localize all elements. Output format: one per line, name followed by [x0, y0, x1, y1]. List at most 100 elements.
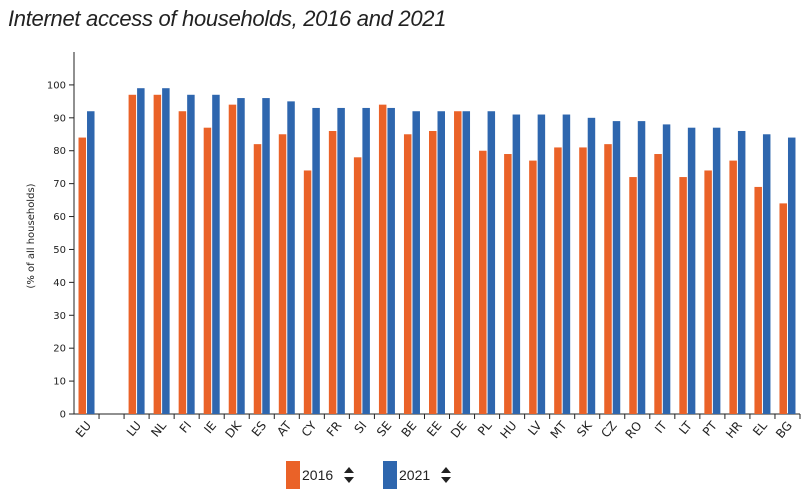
legend-swatch-2021	[383, 461, 397, 489]
y-tick-label: 80	[53, 146, 66, 157]
y-tick-label: 20	[53, 344, 66, 355]
bar-2016-cz	[604, 144, 612, 415]
bar-2016-mt	[554, 147, 562, 414]
bar-2021-cy	[312, 107, 320, 414]
x-tick-label: SI	[352, 419, 370, 437]
bar-2016-lt	[679, 177, 687, 414]
x-tick-label: FR	[324, 419, 345, 440]
bar-2021-ee	[437, 111, 445, 415]
bar-2016-se	[378, 104, 387, 415]
legend-label-2016: 2016	[302, 467, 334, 483]
bar-2021-el	[762, 134, 771, 415]
x-tick-label: RO	[623, 419, 645, 442]
x-tick-label: HU	[497, 419, 519, 442]
x-tick-label: AT	[274, 418, 295, 439]
x-tick-label: SK	[574, 418, 595, 440]
x-tick-label: FI	[177, 419, 194, 436]
bar-2016-si	[353, 157, 362, 415]
bar-2016-lu	[128, 94, 137, 415]
x-tick-label: LV	[525, 418, 545, 438]
x-tick-label: EL	[750, 418, 770, 438]
bar-2016-ie	[203, 127, 212, 414]
bar-2021-eu	[87, 111, 95, 415]
x-tick-label: EU	[73, 419, 94, 441]
x-tick-label: SE	[374, 419, 394, 440]
bar-2021-hu	[512, 114, 521, 414]
x-axis: EU LU NL FI IE DK ES AT CY FR SI SE BE EE DE PL HU LV MT SK…	[73, 413, 801, 442]
legend-swatch-2016	[286, 461, 300, 489]
y-tick-label: 30	[53, 311, 66, 322]
bar-2016-sk	[579, 147, 587, 414]
bar-2016-fi	[178, 111, 187, 415]
bar-2021-sk	[587, 117, 596, 415]
y-tick-label: 0	[60, 410, 66, 421]
bar-2021-de	[462, 111, 471, 415]
x-tick-label: BG	[773, 419, 795, 441]
bars	[78, 88, 796, 415]
x-tick-label: PT	[700, 418, 721, 439]
x-tick-label: NL	[148, 418, 169, 439]
legend: 2016 2021	[0, 459, 802, 491]
x-tick-label: IT	[652, 418, 670, 436]
bar-2016-it	[654, 154, 662, 414]
bar-2021-ro	[637, 121, 646, 414]
bar-2021-ie	[212, 94, 220, 415]
bar-2021-pl	[487, 111, 496, 415]
bar-2021-bg	[787, 137, 796, 414]
sort-icon[interactable]	[343, 466, 355, 484]
x-tick-label: EE	[424, 419, 444, 440]
bar-2021-cz	[612, 121, 621, 414]
x-tick-label: PL	[475, 418, 495, 438]
bar-2021-lt	[687, 127, 696, 414]
x-tick-label: DE	[448, 419, 470, 441]
bar-2016-eu	[78, 137, 87, 414]
bar-2021-pt	[712, 127, 721, 414]
bar-2016-pl	[479, 150, 487, 414]
x-tick-label: LU	[124, 419, 144, 439]
bar-2021-fi	[187, 94, 195, 415]
x-tick-label: MT	[548, 418, 571, 441]
x-tick-label: CY	[299, 418, 320, 439]
x-tick-label: HR	[723, 419, 745, 441]
y-axis-label: (% of all households)	[26, 183, 37, 288]
bar-2021-lu	[137, 88, 145, 414]
bar-2021-lv	[537, 114, 546, 414]
bar-2021-dk	[237, 98, 245, 414]
bar-2016-be	[403, 134, 412, 415]
x-tick-label: IE	[201, 419, 219, 437]
x-tick-label: DK	[223, 418, 245, 441]
bar-2016-at	[278, 134, 287, 415]
bar-2016-ro	[629, 177, 637, 414]
y-tick-label: 10	[53, 377, 66, 388]
y-tick-label: 100	[47, 80, 66, 91]
bar-2016-dk	[228, 104, 237, 415]
bar-2016-hu	[504, 154, 512, 414]
bar-2021-es	[262, 98, 270, 414]
y-tick-label: 70	[53, 179, 66, 190]
x-tick-label: ES	[249, 419, 269, 440]
bar-2016-nl	[153, 94, 162, 415]
bar-2021-mt	[562, 114, 571, 414]
y-tick-label: 90	[53, 113, 66, 124]
bar-2021-si	[362, 107, 370, 414]
bar-2021-it	[662, 124, 671, 415]
bar-2016-bg	[779, 203, 787, 414]
bar-2016-el	[754, 186, 762, 414]
legend-label-2021: 2021	[399, 467, 431, 483]
bar-2016-cy	[303, 170, 312, 414]
y-axis: 0 10 20 30 40 50 60 70 80 90 100	[47, 52, 75, 421]
bar-2016-de	[454, 111, 462, 415]
bar-2016-pt	[704, 170, 712, 414]
bar-2021-fr	[337, 107, 345, 414]
x-tick-label: BE	[399, 419, 420, 440]
bar-2016-ee	[429, 130, 437, 414]
y-tick-label: 50	[53, 245, 66, 256]
bar-2016-fr	[328, 130, 337, 414]
bar-2016-hr	[729, 160, 737, 414]
bar-2021-at	[287, 101, 295, 414]
bar-2021-hr	[737, 130, 746, 414]
bar-2021-se	[387, 107, 395, 414]
sort-icon[interactable]	[440, 466, 452, 484]
y-tick-label: 60	[53, 212, 66, 223]
